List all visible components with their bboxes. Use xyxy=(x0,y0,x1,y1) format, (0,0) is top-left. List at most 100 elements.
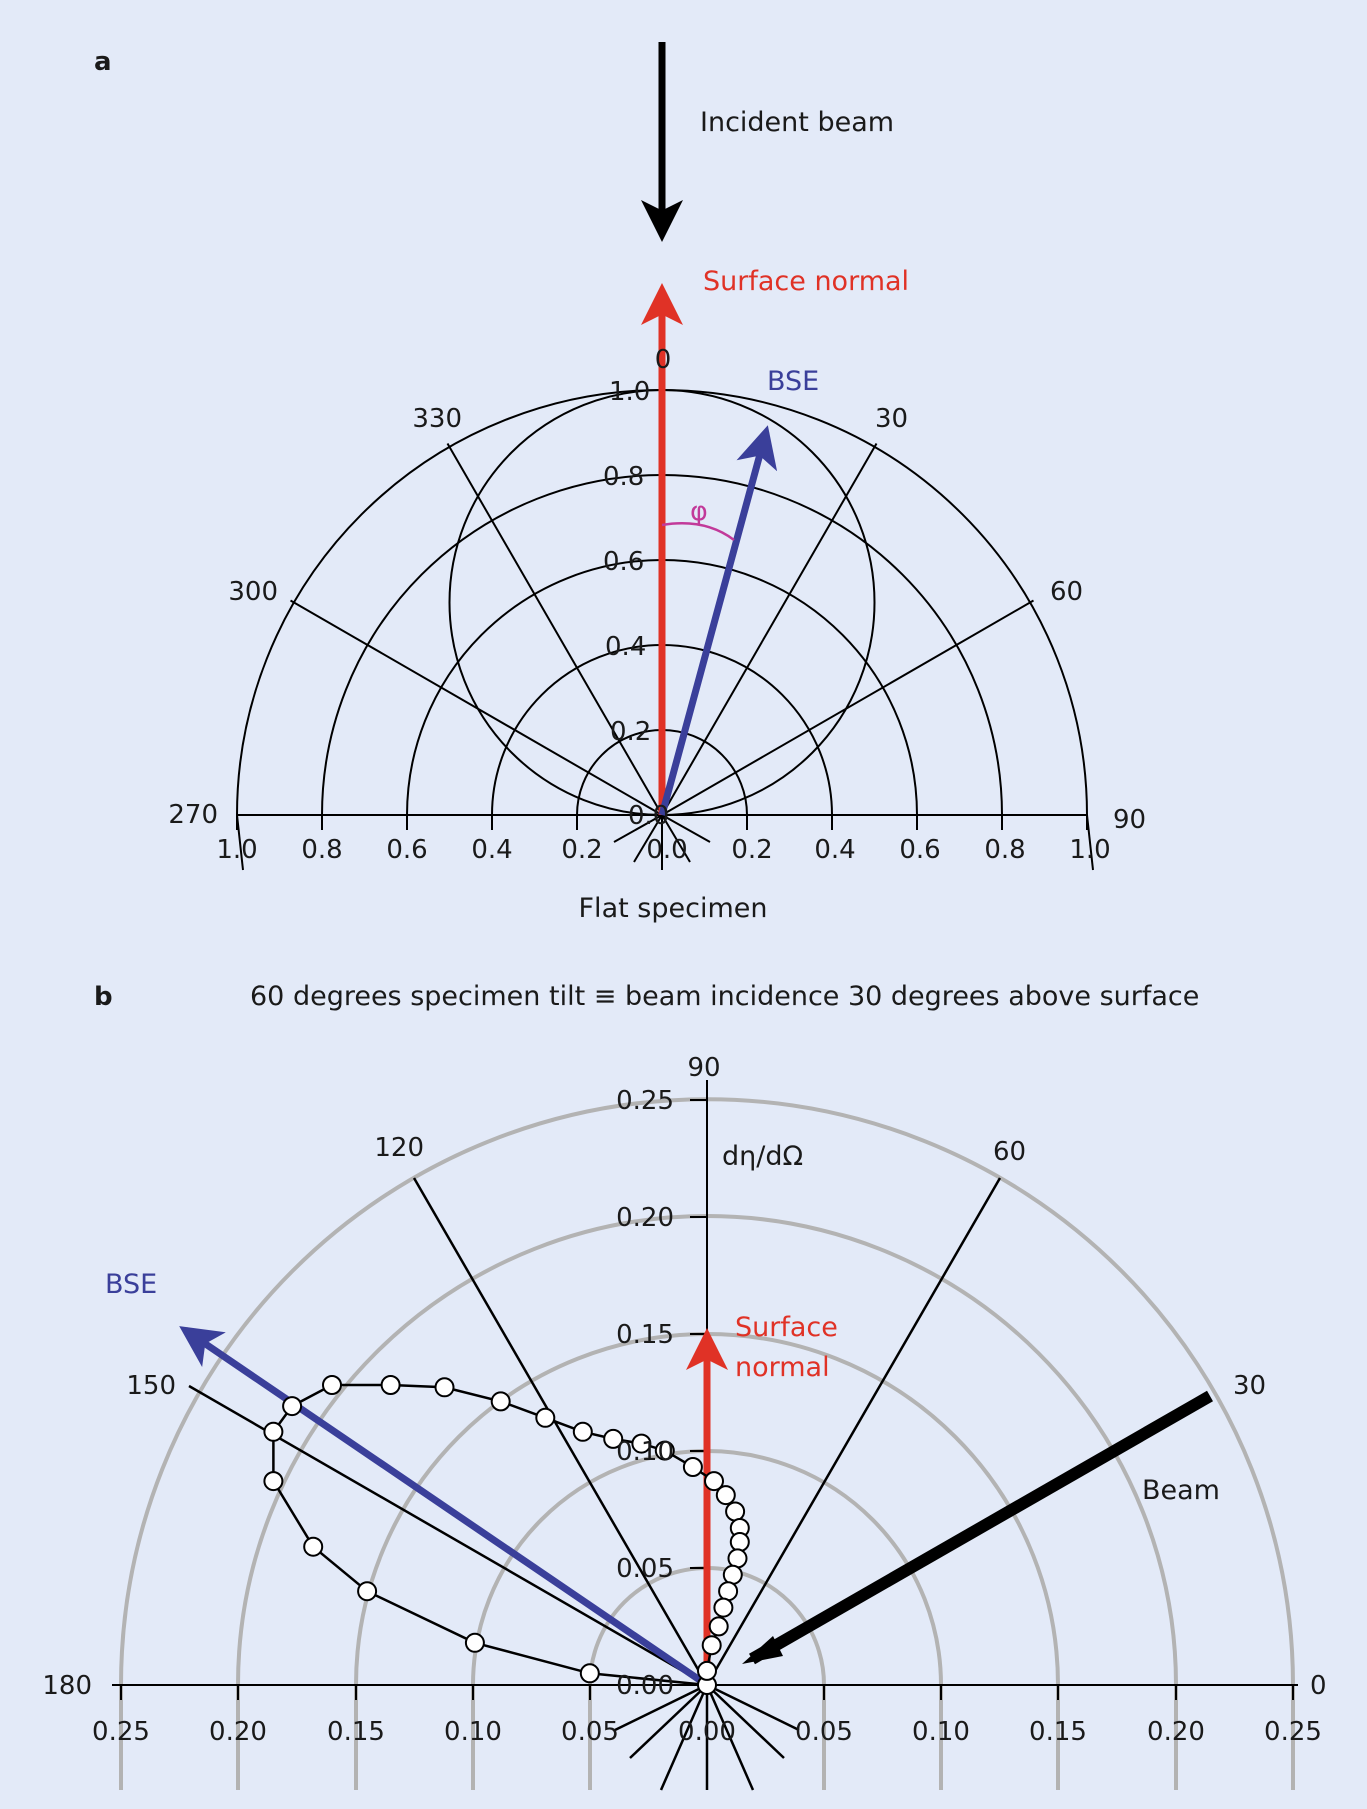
bse-distribution-curve xyxy=(263,1375,750,1695)
data-point xyxy=(263,1421,284,1442)
angle-label-120-b: 120 xyxy=(374,1133,424,1163)
curve-line xyxy=(272,1383,742,1687)
axis-label: 0.4 xyxy=(471,835,512,865)
baseline-ticks-b xyxy=(120,1685,1294,1700)
data-point xyxy=(718,1581,739,1602)
phi-label: φ xyxy=(690,496,708,527)
data-point xyxy=(322,1375,342,1395)
radial-lines-b xyxy=(188,1177,1002,1791)
radial-label: 0.0 xyxy=(628,801,669,831)
axis-label: 0.25 xyxy=(1264,1717,1322,1747)
data-point xyxy=(535,1407,556,1428)
data-point xyxy=(579,1663,600,1684)
grid-arcs-b xyxy=(119,1097,1295,1790)
axis-label: 0.2 xyxy=(561,835,602,865)
data-point xyxy=(708,1616,729,1637)
surface-normal-label-b1: Surface xyxy=(735,1312,838,1343)
incident-beam-label: Incident beam xyxy=(700,107,894,138)
axis-label: 0.10 xyxy=(912,1717,970,1747)
angle-label-60: 60 xyxy=(1050,577,1083,607)
data-point xyxy=(631,1433,652,1454)
beam-label: Beam xyxy=(1142,1475,1220,1506)
data-point xyxy=(303,1536,324,1557)
data-point xyxy=(490,1391,511,1412)
radial-label: 0.6 xyxy=(603,547,644,577)
radial-label: 0.05 xyxy=(616,1554,674,1584)
axis-scale-labels: 1.0 0.8 0.6 0.4 0.2 0.0 0.2 0.4 0.6 0.8 … xyxy=(216,835,1110,865)
beam-arrow-head xyxy=(742,1636,783,1664)
axis-label: 0.6 xyxy=(386,835,427,865)
data-point xyxy=(727,1548,748,1569)
bse-arrow xyxy=(658,425,778,816)
angle-label-30-b: 30 xyxy=(1233,1371,1266,1401)
axis-label: 0.0 xyxy=(646,835,687,865)
data-point xyxy=(603,1428,624,1449)
data-point xyxy=(464,1632,485,1653)
radial-scale-labels: 0.0 0.2 0.4 0.6 0.8 1.0 xyxy=(603,377,669,831)
panel-b: b 60 degrees specimen tilt ≡ beam incide… xyxy=(42,981,1327,1791)
data-point xyxy=(722,1564,743,1585)
angle-label-30: 30 xyxy=(875,404,908,434)
angle-label-150-b: 150 xyxy=(126,1371,176,1401)
data-point xyxy=(572,1421,593,1442)
panel-b-letter: b xyxy=(94,982,113,1012)
axis-scale-labels-b: 0.25 0.20 0.15 0.10 0.05 0.00 0.05 0.10 … xyxy=(92,1717,1322,1747)
data-point xyxy=(715,1485,736,1506)
phi-angle-arc xyxy=(661,522,735,541)
radial-label: 0.10 xyxy=(616,1437,674,1467)
radial-label: 0.25 xyxy=(616,1086,674,1116)
surface-normal-label-b2: normal xyxy=(735,1352,830,1383)
radial-label: 0.2 xyxy=(610,717,651,747)
angle-label-330: 330 xyxy=(412,404,462,434)
angle-label-0-b: 0 xyxy=(1310,1671,1327,1701)
axis-label: 0.05 xyxy=(561,1717,619,1747)
flat-specimen-label: Flat specimen xyxy=(579,893,768,924)
radial-label: 0.20 xyxy=(616,1203,674,1233)
data-point xyxy=(263,1471,284,1492)
axis-label: 0.15 xyxy=(1029,1717,1087,1747)
angle-label-60-b: 60 xyxy=(993,1137,1026,1167)
data-point xyxy=(682,1457,703,1477)
axis-label: 0.20 xyxy=(209,1717,267,1747)
radial-label: 1.0 xyxy=(609,377,650,407)
angle-label-90-b: 90 xyxy=(687,1053,720,1083)
data-point xyxy=(434,1377,455,1398)
axis-label: 0.20 xyxy=(1147,1717,1205,1747)
axis-label: 0.8 xyxy=(984,835,1025,865)
radial-label: 0.15 xyxy=(616,1320,674,1350)
axis-label: 0.4 xyxy=(814,835,855,865)
axis-label: 0.00 xyxy=(678,1717,736,1747)
panel-b-title: 60 degrees specimen tilt ≡ beam incidenc… xyxy=(250,981,1199,1012)
data-point xyxy=(704,1471,724,1492)
y-axis-label: dη/dΩ xyxy=(722,1141,803,1172)
surface-normal-label: Surface normal xyxy=(703,266,909,297)
axis-label: 0.2 xyxy=(731,835,772,865)
radial-label: 0.4 xyxy=(605,632,646,662)
axis-label: 1.0 xyxy=(216,835,257,865)
data-point xyxy=(729,1532,750,1552)
data-point xyxy=(713,1597,734,1618)
angle-label-300: 300 xyxy=(228,577,278,607)
beam-arrow-shaft xyxy=(749,1390,1213,1665)
radial-label: 0.00 xyxy=(616,1671,674,1701)
bse-arrow-b xyxy=(179,1326,709,1688)
panel-a-letter: a xyxy=(94,47,112,77)
data-point xyxy=(282,1396,303,1417)
radial-label: 0.8 xyxy=(603,462,644,492)
data-point xyxy=(380,1375,401,1395)
angle-label-270: 270 xyxy=(168,800,218,830)
data-point xyxy=(654,1440,675,1461)
axis-label: 0.05 xyxy=(795,1717,853,1747)
data-point xyxy=(725,1501,746,1522)
axis-label: 0.15 xyxy=(327,1717,385,1747)
angle-label-90: 90 xyxy=(1113,805,1146,835)
bse-label-b: BSE xyxy=(105,1269,157,1300)
axis-label: 0.10 xyxy=(444,1717,502,1747)
radial-scale-labels-b: 0.00 0.05 0.10 0.15 0.20 0.25 xyxy=(616,1086,674,1701)
data-point xyxy=(697,1660,717,1681)
angle-label-180-b: 180 xyxy=(42,1671,92,1701)
axis-label: 0.6 xyxy=(899,835,940,865)
panel-a: a xyxy=(94,42,1146,924)
bse-label: BSE xyxy=(767,366,819,397)
